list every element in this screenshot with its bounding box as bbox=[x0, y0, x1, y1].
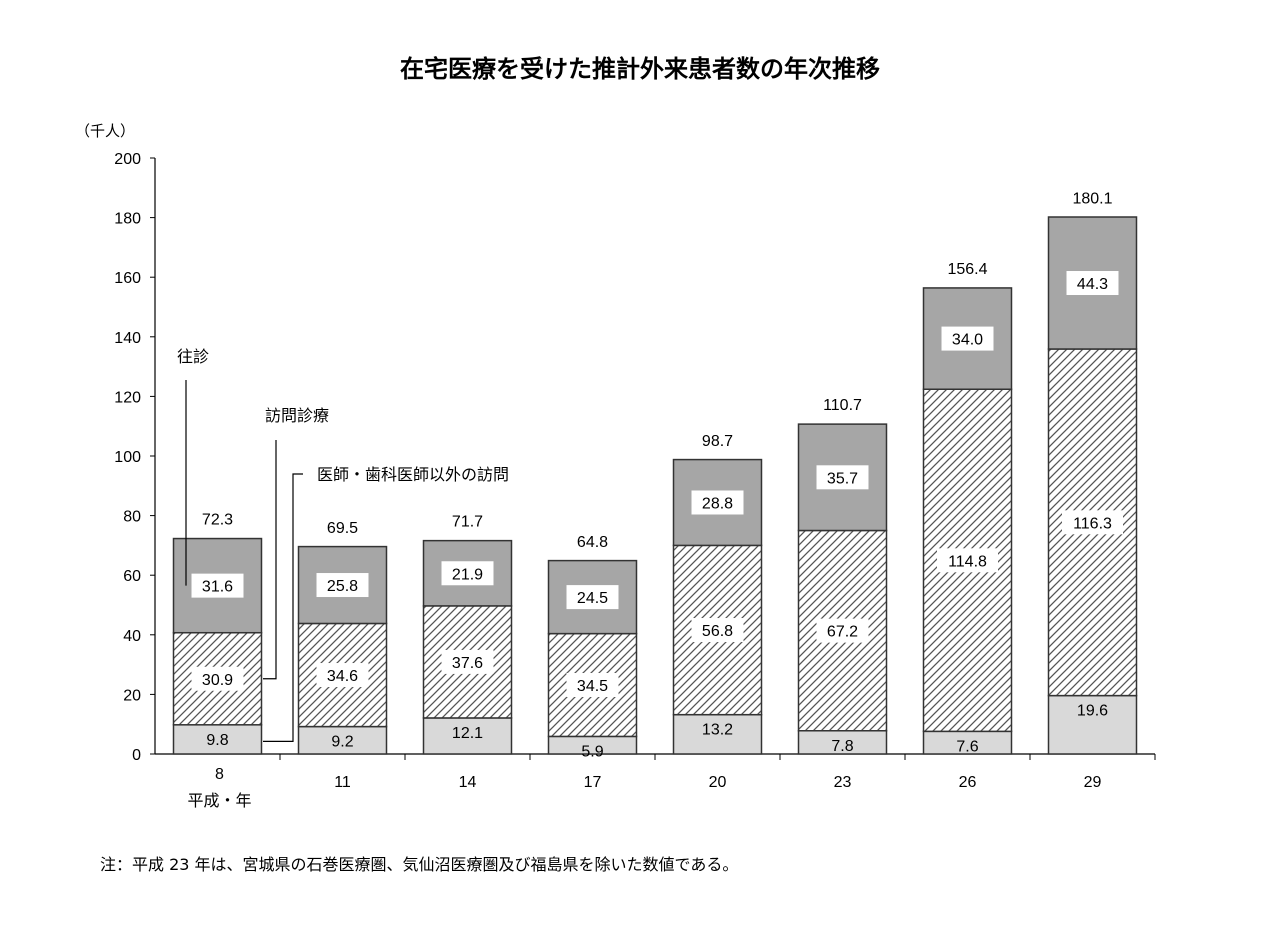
data-label: 34.0 bbox=[952, 332, 983, 349]
y-tick-label: 140 bbox=[114, 330, 141, 347]
y-tick-label: 60 bbox=[123, 568, 141, 585]
data-label: 30.9 bbox=[202, 672, 233, 689]
y-tick-label: 200 bbox=[114, 151, 141, 168]
data-label-box bbox=[816, 618, 869, 643]
x-tick-label: 17 bbox=[584, 774, 602, 791]
data-label-box bbox=[941, 326, 994, 351]
data-label: 37.6 bbox=[452, 655, 483, 672]
legend-oushin: 往診 bbox=[177, 347, 209, 366]
data-label: 44.3 bbox=[1077, 276, 1108, 293]
legend-other-visit: 医師・歯科医師以外の訪問 bbox=[317, 465, 509, 484]
data-label-box bbox=[191, 666, 244, 691]
footnote: 注：平成 23 年は、宮城県の石巻医療圏、気仙沼医療圏及び福島県を除いた数値であ… bbox=[100, 855, 739, 874]
total-label: 69.5 bbox=[327, 520, 358, 537]
data-label: 34.6 bbox=[327, 668, 358, 685]
total-label: 156.4 bbox=[947, 261, 987, 278]
total-label: 64.8 bbox=[577, 534, 608, 551]
data-label: 7.6 bbox=[956, 738, 978, 755]
data-label: 28.8 bbox=[702, 495, 733, 512]
bar-segment bbox=[297, 622, 388, 728]
bar-segment bbox=[672, 713, 763, 755]
axes: 0 20 40 60 80 100 120 140 160 180 200 8 11 14 17 20 23 26… bbox=[114, 151, 1156, 810]
legend-leader-line bbox=[263, 473, 303, 742]
y-tick-label: 100 bbox=[114, 449, 141, 466]
y-axis-unit: （千人） bbox=[75, 122, 135, 140]
y-tick-label: 20 bbox=[123, 687, 141, 704]
data-label-box bbox=[441, 649, 494, 674]
data-label: 116.3 bbox=[1073, 515, 1112, 532]
legend-leader-line bbox=[263, 440, 277, 680]
y-tick-label: 160 bbox=[114, 270, 141, 287]
y-tick-label: 80 bbox=[123, 509, 141, 526]
x-tick-label: 23 bbox=[834, 774, 852, 791]
y-tick-label: 120 bbox=[114, 389, 141, 406]
y-tick-label: 40 bbox=[123, 628, 141, 645]
data-label: 9.2 bbox=[331, 734, 353, 751]
data-label: 56.8 bbox=[702, 623, 733, 640]
data-label: 31.6 bbox=[202, 579, 233, 596]
data-label: 34.5 bbox=[577, 678, 608, 695]
data-label: 19.6 bbox=[1077, 703, 1108, 720]
data-label: 25.8 bbox=[327, 578, 358, 595]
data-label: 7.8 bbox=[831, 738, 853, 755]
bar-segment bbox=[297, 725, 388, 755]
data-label: 67.2 bbox=[827, 624, 858, 641]
data-label: 114.8 bbox=[948, 553, 987, 570]
total-label: 180.1 bbox=[1072, 190, 1112, 207]
legend-houmon-shinryou: 訪問診療 bbox=[265, 406, 329, 425]
data-label-box bbox=[316, 663, 369, 688]
x-tick-label: 26 bbox=[959, 774, 977, 791]
data-label-box bbox=[441, 561, 494, 586]
data-label: 13.2 bbox=[702, 722, 733, 739]
data-label: 24.5 bbox=[577, 590, 608, 607]
data-label-box bbox=[1062, 510, 1123, 535]
data-label-box bbox=[816, 465, 869, 490]
y-tick-label: 180 bbox=[114, 211, 141, 228]
data-label-box bbox=[1066, 271, 1119, 296]
y-tick-label: 0 bbox=[132, 747, 141, 764]
chart-title: 在宅医療を受けた推計外来患者数の年次推移 bbox=[400, 55, 880, 83]
data-label-box bbox=[566, 585, 619, 610]
data-label: 12.1 bbox=[452, 725, 483, 742]
data-label: 35.7 bbox=[827, 470, 858, 487]
x-tick-label: 20 bbox=[709, 774, 727, 791]
x-era-label: 平成・年 bbox=[187, 791, 251, 810]
data-label: 21.9 bbox=[452, 566, 483, 583]
bar-segment bbox=[422, 717, 513, 755]
total-label: 98.7 bbox=[702, 433, 733, 450]
x-tick-label: 14 bbox=[459, 774, 477, 791]
bar-segment bbox=[922, 287, 1013, 390]
data-label-box bbox=[937, 548, 998, 573]
total-label: 72.3 bbox=[202, 512, 233, 529]
total-label: 71.7 bbox=[452, 513, 483, 530]
data-label-box bbox=[691, 490, 744, 515]
x-tick-label: 29 bbox=[1084, 774, 1102, 791]
data-label-box bbox=[316, 573, 369, 598]
data-label-box bbox=[566, 673, 619, 698]
x-tick-label: 8 bbox=[215, 766, 224, 783]
data-label-box bbox=[691, 618, 744, 643]
total-label: 110.7 bbox=[823, 397, 862, 414]
data-label-box bbox=[191, 573, 244, 598]
data-label: 9.8 bbox=[206, 732, 228, 749]
data-label: 5.9 bbox=[581, 743, 603, 760]
x-tick-label: 11 bbox=[334, 774, 351, 791]
data-labels: 9.8 30.9 31.6 72.3 9.2 34.6 25.8 69.5 12.1 37.6 21… bbox=[191, 190, 1123, 760]
